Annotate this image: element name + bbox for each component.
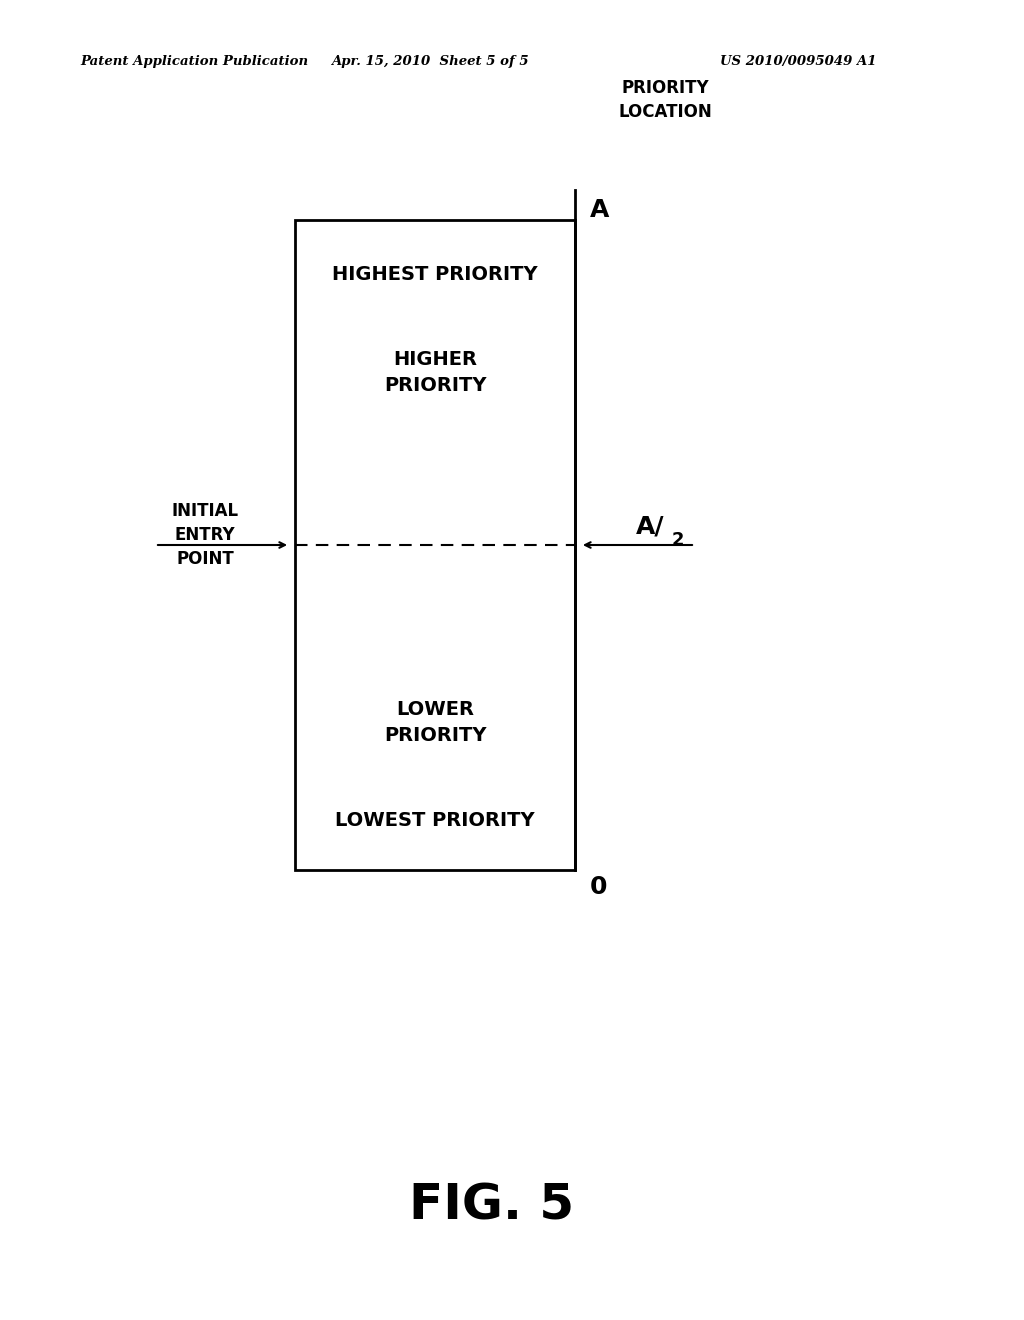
Text: FIG. 5: FIG. 5 [410, 1181, 574, 1229]
Text: PRIORITY
LOCATION: PRIORITY LOCATION [618, 79, 712, 121]
Text: 0: 0 [590, 875, 607, 899]
Text: Patent Application Publication: Patent Application Publication [80, 55, 308, 69]
Bar [295, 220, 575, 870]
Text: HIGHEST PRIORITY: HIGHEST PRIORITY [332, 265, 538, 285]
Text: US 2010/0095049 A1: US 2010/0095049 A1 [720, 55, 877, 69]
Text: Apr. 15, 2010  Sheet 5 of 5: Apr. 15, 2010 Sheet 5 of 5 [331, 55, 528, 69]
Text: A/: A/ [636, 515, 665, 539]
Text: INITIAL
ENTRY
POINT: INITIAL ENTRY POINT [171, 503, 239, 568]
Text: A: A [590, 198, 609, 222]
Text: HIGHER
PRIORITY: HIGHER PRIORITY [384, 350, 486, 395]
Text: LOWEST PRIORITY: LOWEST PRIORITY [335, 810, 535, 829]
Text: LOWER
PRIORITY: LOWER PRIORITY [384, 700, 486, 746]
Text: 2: 2 [672, 531, 684, 549]
